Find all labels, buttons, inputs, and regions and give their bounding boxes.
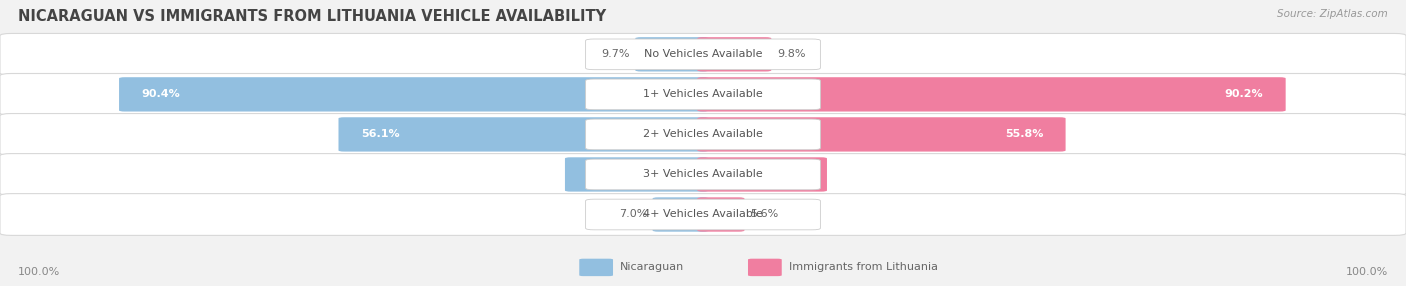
FancyBboxPatch shape [697,117,1066,152]
FancyBboxPatch shape [697,197,744,232]
Text: 5.6%: 5.6% [749,210,779,219]
Text: Nicaraguan: Nicaraguan [620,263,685,272]
Text: 7.0%: 7.0% [619,210,647,219]
FancyBboxPatch shape [0,194,1406,235]
Text: Source: ZipAtlas.com: Source: ZipAtlas.com [1277,9,1388,19]
FancyBboxPatch shape [652,197,709,232]
FancyBboxPatch shape [585,79,821,110]
FancyBboxPatch shape [579,259,613,276]
Text: 2+ Vehicles Available: 2+ Vehicles Available [643,130,763,139]
FancyBboxPatch shape [339,117,709,152]
Text: 20.7%: 20.7% [588,170,626,179]
Text: 9.7%: 9.7% [602,49,630,59]
Text: NICARAGUAN VS IMMIGRANTS FROM LITHUANIA VEHICLE AVAILABILITY: NICARAGUAN VS IMMIGRANTS FROM LITHUANIA … [18,9,606,23]
Text: 4+ Vehicles Available: 4+ Vehicles Available [643,210,763,219]
FancyBboxPatch shape [748,259,782,276]
FancyBboxPatch shape [585,39,821,70]
FancyBboxPatch shape [697,157,827,192]
Text: 90.2%: 90.2% [1225,90,1263,99]
FancyBboxPatch shape [120,77,709,112]
Text: 9.8%: 9.8% [778,49,806,59]
FancyBboxPatch shape [636,37,709,72]
Text: 100.0%: 100.0% [18,267,60,277]
FancyBboxPatch shape [0,74,1406,115]
Text: 100.0%: 100.0% [1346,267,1388,277]
Text: 90.4%: 90.4% [142,90,180,99]
Text: 56.1%: 56.1% [361,130,399,139]
Text: No Vehicles Available: No Vehicles Available [644,49,762,59]
Text: 18.5%: 18.5% [766,170,804,179]
Text: 55.8%: 55.8% [1005,130,1043,139]
FancyBboxPatch shape [0,114,1406,155]
FancyBboxPatch shape [697,37,772,72]
FancyBboxPatch shape [565,157,709,192]
FancyBboxPatch shape [0,33,1406,75]
Text: 1+ Vehicles Available: 1+ Vehicles Available [643,90,763,99]
FancyBboxPatch shape [585,119,821,150]
Text: Immigrants from Lithuania: Immigrants from Lithuania [789,263,938,272]
Text: 3+ Vehicles Available: 3+ Vehicles Available [643,170,763,179]
FancyBboxPatch shape [0,154,1406,195]
FancyBboxPatch shape [585,199,821,230]
FancyBboxPatch shape [697,77,1285,112]
FancyBboxPatch shape [585,159,821,190]
